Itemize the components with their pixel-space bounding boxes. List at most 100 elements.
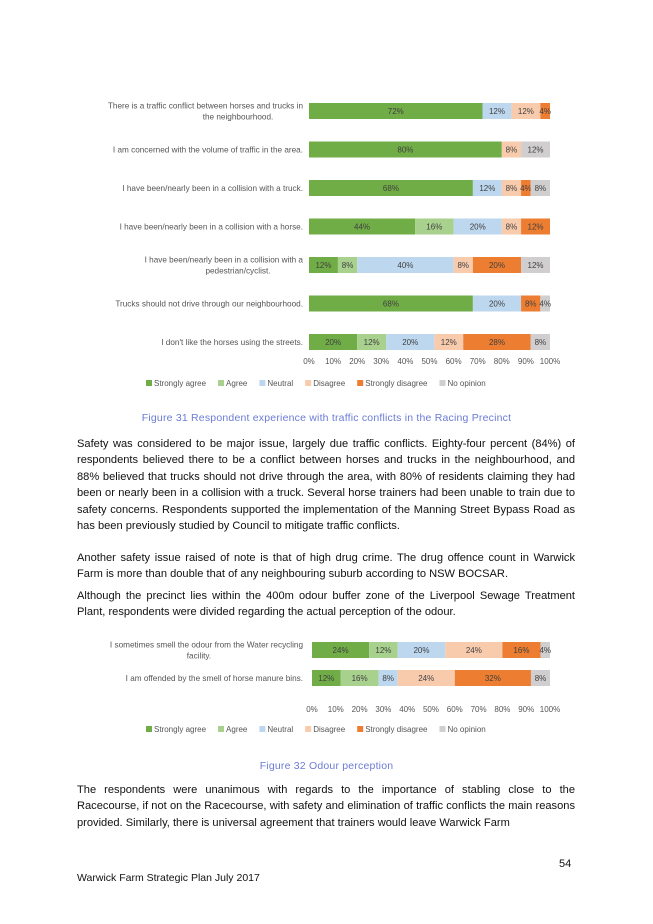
legend-label: No opinion (447, 725, 485, 734)
x-tick-label: 50% (421, 357, 437, 366)
data-label: 80% (397, 146, 413, 155)
x-tick-label: 20% (349, 357, 365, 366)
bar-segment-neutral (386, 334, 435, 350)
bar-segment-no-opinion (540, 295, 550, 312)
data-label: 12% (528, 261, 544, 270)
bar-segment-disagree (501, 180, 522, 196)
bar-segment-no-opinion (530, 180, 550, 196)
bar-segment-strongly-disagree (540, 103, 550, 119)
bar-segment-disagree (453, 257, 473, 273)
category-label: I have been/nearly been in a collision w… (120, 223, 303, 232)
legend-label: Disagree (313, 725, 346, 734)
data-label: 8% (342, 261, 354, 270)
bar-segment-agree (369, 642, 398, 658)
legend-swatch (218, 726, 225, 732)
x-tick-label: 60% (446, 357, 462, 366)
x-tick-label: 40% (397, 357, 413, 366)
bar-segment-strongly-disagree (472, 257, 522, 273)
x-tick-label: 40% (399, 705, 415, 714)
data-label: 12% (518, 107, 534, 116)
bar-segment-strongly-disagree (502, 642, 541, 658)
data-label: 68% (383, 300, 399, 309)
data-label: 16% (426, 223, 442, 232)
traffic-conflict-chart-svg: There is a traffic conflict between hors… (108, 102, 560, 389)
bar-segment-no-opinion (521, 141, 550, 158)
legend-swatch (146, 380, 152, 386)
bar-segment-neutral (472, 295, 522, 312)
legend-swatch (357, 726, 364, 732)
page-number: 54 (559, 858, 572, 870)
data-label: 12% (441, 338, 457, 347)
bar-segment-strongly-agree (312, 642, 370, 658)
category-label: I am offended by the smell of horse manu… (126, 674, 303, 683)
bar-segment-agree (337, 257, 358, 273)
data-label: 8% (506, 184, 518, 193)
x-tick-label: 60% (447, 705, 463, 714)
paragraph-safety: Safety was considered to be major issue,… (77, 438, 575, 533)
legend-label: Strongly disagree (365, 379, 428, 388)
data-label: 68% (383, 184, 399, 193)
category-label: I don't like the horses using the street… (161, 338, 303, 347)
legend-swatch (439, 726, 446, 732)
legend-label: No opinion (447, 379, 485, 388)
bar-segment-strongly-agree (309, 180, 473, 196)
data-label: 8% (535, 338, 547, 347)
data-label: 8% (535, 674, 547, 683)
footer-document-title: Warwick Farm Strategic Plan July 2017 (77, 872, 260, 884)
legend-swatch (305, 380, 312, 386)
bar-segment-agree (340, 670, 379, 686)
data-label: 16% (352, 674, 368, 683)
figure-32-caption: Figure 32 Odour perception (259, 760, 394, 772)
bar-segment-agree (357, 334, 387, 350)
bar-segment-disagree (501, 218, 522, 235)
bar-segment-agree (415, 218, 454, 235)
category-label: I have been/nearly been in a collision w… (122, 184, 303, 193)
x-tick-label: 100% (540, 357, 560, 366)
legend-swatch (439, 380, 446, 386)
odour-perception-chart-svg: I sometimes smell the odour from the Wat… (110, 641, 560, 735)
data-label: 4% (539, 107, 551, 116)
bar-segment-strongly-agree (309, 295, 473, 312)
bar-segment-strongly-agree (309, 218, 416, 235)
data-label: 24% (333, 646, 349, 655)
paragraph-drug-crime: Another safety issue raised of note is t… (77, 552, 575, 581)
legend-label: Strongly agree (154, 725, 207, 734)
bar-segment-disagree (445, 642, 503, 658)
legend-swatch (218, 380, 225, 386)
bar-segment-disagree (511, 103, 541, 119)
category-label: I sometimes smell the odour from the Wat… (110, 641, 304, 661)
data-label: 44% (354, 223, 370, 232)
bar-segment-strongly-agree (309, 257, 338, 273)
data-label: 8% (506, 146, 518, 155)
legend-swatch (357, 380, 364, 386)
x-tick-label: 30% (373, 357, 389, 366)
bar-segment-neutral (378, 670, 398, 686)
data-label: 8% (535, 184, 547, 193)
x-tick-label: 30% (375, 705, 391, 714)
bar-segment-strongly-disagree (521, 218, 550, 235)
traffic-conflict-chart: There is a traffic conflict between hors… (0, 92, 653, 392)
legend-label: Strongly disagree (365, 725, 428, 734)
data-label: 4% (520, 184, 532, 193)
x-tick-label: 0% (306, 705, 318, 714)
data-label: 8% (506, 223, 518, 232)
data-label: 12% (318, 674, 334, 683)
bar-segment-disagree (397, 670, 455, 686)
data-label: 24% (466, 646, 482, 655)
data-label: 20% (413, 646, 429, 655)
data-label: 72% (388, 107, 404, 116)
bar-segment-neutral (482, 103, 512, 119)
bar-segment-strongly-agree (309, 334, 358, 350)
x-tick-label: 70% (470, 357, 486, 366)
data-label: 20% (470, 223, 486, 232)
legend-swatch (305, 726, 312, 732)
paragraph-odour: Although the precinct lies within the 40… (77, 590, 575, 619)
x-tick-label: 10% (325, 357, 341, 366)
bar-segment-neutral (357, 257, 454, 273)
legend-label: Neutral (267, 379, 293, 388)
data-label: 12% (364, 338, 380, 347)
bar-segment-strongly-disagree (463, 334, 531, 350)
x-tick-label: 90% (518, 705, 534, 714)
data-label: 8% (457, 261, 469, 270)
bar-segment-strongly-agree (309, 103, 483, 119)
